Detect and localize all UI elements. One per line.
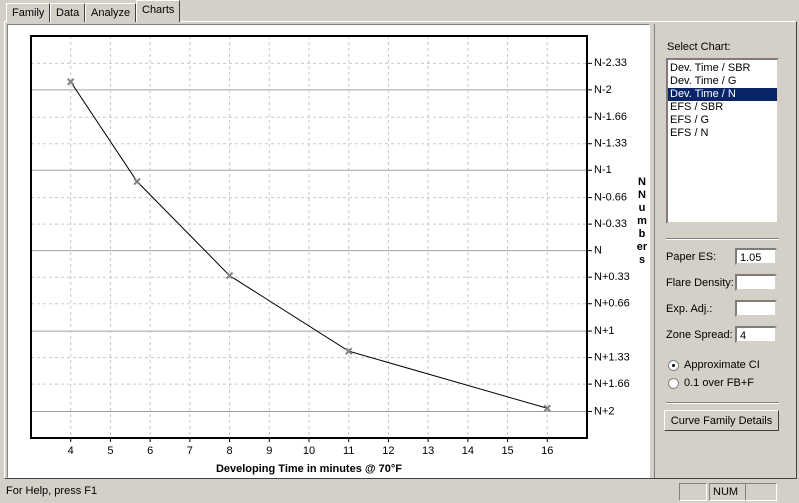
list-item[interactable]: EFS / N <box>670 127 709 139</box>
tab[interactable]: Charts <box>136 0 181 22</box>
x-tick-label: 16 <box>541 445 553 457</box>
text-field[interactable] <box>735 274 777 291</box>
y-tick-label: N-2.33 <box>594 57 627 69</box>
x-tick-label: 10 <box>303 445 315 457</box>
radio-label: Approximate CI <box>684 359 760 371</box>
x-axis-label: Developing Time in minutes @ 70°F <box>216 463 402 475</box>
x-tick-label: 13 <box>422 445 434 457</box>
y-tick-label: N-1 <box>594 164 612 176</box>
marker <box>543 404 551 412</box>
list-item[interactable]: Dev. Time / SBR <box>670 62 751 74</box>
y-tick-label: N-1.33 <box>594 138 627 150</box>
side-panel <box>654 24 796 478</box>
marker <box>67 78 75 86</box>
y-tick-label: N+1 <box>594 325 615 337</box>
x-tick-label: 15 <box>501 445 513 457</box>
list-item[interactable]: Dev. Time / G <box>670 75 737 87</box>
x-tick-label: 12 <box>382 445 394 457</box>
y-tick-label: N+1.33 <box>594 352 630 364</box>
x-tick-label: 14 <box>462 445 474 457</box>
list-item[interactable]: EFS / G <box>670 114 710 126</box>
radio-label: 0.1 over FB+F <box>684 377 755 389</box>
separator <box>666 402 779 404</box>
curve-family-button[interactable]: Curve Family Details <box>664 410 779 431</box>
field-label: Zone Spread: <box>666 329 733 341</box>
marker <box>133 177 141 186</box>
y-tick-label: N-1.66 <box>594 111 627 123</box>
select-label: Select Chart: <box>667 41 731 53</box>
tab-page <box>4 21 797 479</box>
x-tick-label: 7 <box>187 445 193 457</box>
tab[interactable]: Analyze <box>85 3 137 22</box>
x-tick-label: 11 <box>343 445 354 457</box>
y-tick-label: N <box>594 245 602 257</box>
text-field[interactable] <box>735 300 777 317</box>
x-tick-label: 5 <box>107 445 113 457</box>
marker <box>225 271 234 280</box>
x-tick-label: 8 <box>227 445 233 457</box>
x-tick-label: 6 <box>147 445 153 457</box>
field-label: Paper ES: <box>666 251 717 263</box>
separator <box>666 238 779 240</box>
plot-frame <box>30 35 588 439</box>
x-tick-label: 9 <box>266 445 272 457</box>
y-tick-label: N+1.66 <box>594 378 630 390</box>
y-axis-label: N Numbers <box>636 176 650 266</box>
text-field[interactable]: 4 <box>735 326 777 343</box>
field-label: Exp. Adj.: <box>666 303 713 315</box>
list-item[interactable]: Dev. Time / N <box>668 88 777 101</box>
text-field[interactable]: 1.05 <box>735 248 777 265</box>
status-num: NUM <box>709 483 746 501</box>
y-tick-label: N+0.33 <box>594 271 630 283</box>
tab[interactable]: Data <box>50 3 86 22</box>
y-tick-label: N+2 <box>594 405 615 417</box>
field-label: Flare Density: <box>666 277 734 289</box>
tab[interactable]: Family <box>6 3 51 22</box>
line <box>70 81 548 409</box>
y-tick-label: N-2 <box>594 84 612 96</box>
y-tick-label: N+0.66 <box>594 298 630 310</box>
chart: Developing Time in minutes @ 70°F N-2.33… <box>30 35 630 475</box>
y-tick-label: N-0.33 <box>594 218 627 230</box>
status-pane <box>745 483 777 501</box>
status-help: For Help, press F1 <box>6 485 98 497</box>
y-tick-label: N-0.66 <box>594 192 627 204</box>
radio-button[interactable] <box>668 360 679 371</box>
radio-button[interactable] <box>668 378 679 389</box>
chart-listbox[interactable]: Dev. Time / SBR Dev. Time / G Dev. Time / … <box>666 58 779 224</box>
list-item[interactable]: EFS / SBR <box>670 101 724 113</box>
x-tick-label: 4 <box>68 445 74 457</box>
status-pane <box>679 483 707 501</box>
marker <box>345 347 353 355</box>
